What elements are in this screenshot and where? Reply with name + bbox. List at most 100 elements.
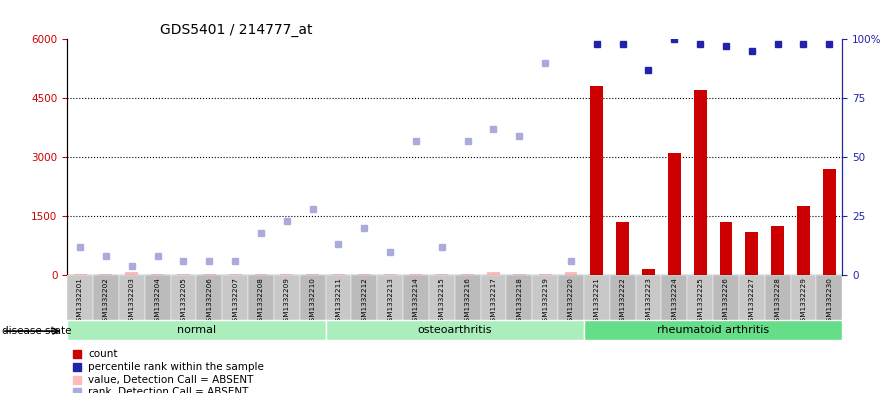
Bar [299,275,325,320]
Bar [280,274,293,275]
Text: rheumatoid arthritis: rheumatoid arthritis [657,325,769,335]
Bar [558,275,584,320]
Bar [177,274,190,275]
Bar [145,275,170,320]
Text: GSM1332230: GSM1332230 [826,277,832,326]
Bar [506,275,532,320]
Bar [739,275,764,320]
Text: GSM1332222: GSM1332222 [620,277,625,326]
Bar [584,275,609,320]
Text: GSM1332207: GSM1332207 [232,277,238,326]
Text: GSM1332223: GSM1332223 [645,277,651,326]
Bar [487,272,500,275]
Bar [170,275,196,320]
Bar [584,320,842,340]
Bar [306,274,319,275]
Bar [668,153,681,275]
Bar [532,275,558,320]
Bar [67,320,325,340]
Bar [461,274,474,275]
Bar [228,274,242,275]
Text: GSM1332212: GSM1332212 [361,277,367,326]
Bar [325,275,351,320]
Text: GSM1332218: GSM1332218 [516,277,522,326]
Bar [687,275,713,320]
Text: GSM1332206: GSM1332206 [206,277,212,326]
Bar [713,275,739,320]
Text: disease state: disease state [2,326,72,336]
Text: GSM1332203: GSM1332203 [129,277,134,326]
Text: value, Detection Call = ABSENT: value, Detection Call = ABSENT [88,375,254,385]
Bar [274,275,299,320]
Text: osteoarthritis: osteoarthritis [418,325,492,335]
Bar [609,275,635,320]
Bar [661,275,687,320]
Text: GSM1332208: GSM1332208 [258,277,264,326]
Bar [564,272,577,275]
Text: rank, Detection Call = ABSENT: rank, Detection Call = ABSENT [88,387,248,393]
Bar [642,269,655,275]
Bar [435,274,448,275]
Bar [222,275,248,320]
Bar [332,274,345,275]
Bar [823,169,836,275]
Bar [196,275,222,320]
Bar [590,86,603,275]
Bar [771,226,784,275]
Text: GSM1332215: GSM1332215 [439,277,444,326]
Bar [383,274,397,275]
Text: GSM1332228: GSM1332228 [775,277,780,326]
Bar [616,222,629,275]
Bar [73,274,87,275]
Text: GSM1332204: GSM1332204 [155,277,160,326]
Text: GSM1332216: GSM1332216 [465,277,470,326]
Text: count: count [88,349,117,359]
Text: GSM1332225: GSM1332225 [697,277,703,326]
Text: GDS5401 / 214777_at: GDS5401 / 214777_at [160,23,313,37]
Bar [480,275,506,320]
Bar [202,274,216,275]
Bar [151,274,164,275]
Text: GSM1332202: GSM1332202 [103,277,109,326]
Bar [254,274,267,275]
Bar [816,275,842,320]
Bar [764,275,790,320]
Text: GSM1332229: GSM1332229 [800,277,806,326]
Bar [248,275,274,320]
Bar [358,274,371,275]
Bar [635,275,661,320]
Bar [694,90,707,275]
Text: percentile rank within the sample: percentile rank within the sample [88,362,264,372]
Text: GSM1332224: GSM1332224 [671,277,677,326]
Bar [99,274,112,275]
Text: GSM1332209: GSM1332209 [284,277,289,326]
Bar [125,272,138,275]
Text: GSM1332201: GSM1332201 [77,277,83,326]
Bar [409,274,422,275]
Text: GSM1332227: GSM1332227 [749,277,754,326]
Text: GSM1332226: GSM1332226 [723,277,729,326]
Bar [538,274,552,275]
Text: GSM1332210: GSM1332210 [310,277,315,326]
Bar [377,275,403,320]
Bar [403,275,429,320]
Bar [454,275,480,320]
Bar [67,275,93,320]
Text: GSM1332217: GSM1332217 [490,277,496,326]
Bar [797,206,810,275]
Text: GSM1332213: GSM1332213 [387,277,393,326]
Bar [745,232,758,275]
Text: normal: normal [177,325,216,335]
Bar [351,275,377,320]
Bar [790,275,816,320]
Bar [429,275,454,320]
Text: GSM1332220: GSM1332220 [568,277,574,326]
Bar [513,274,526,275]
Bar [93,275,119,320]
Text: GSM1332211: GSM1332211 [335,277,341,326]
Bar [325,320,584,340]
Text: GSM1332205: GSM1332205 [180,277,186,326]
Bar [719,222,732,275]
Text: GSM1332219: GSM1332219 [542,277,548,326]
Text: GSM1332221: GSM1332221 [594,277,599,326]
